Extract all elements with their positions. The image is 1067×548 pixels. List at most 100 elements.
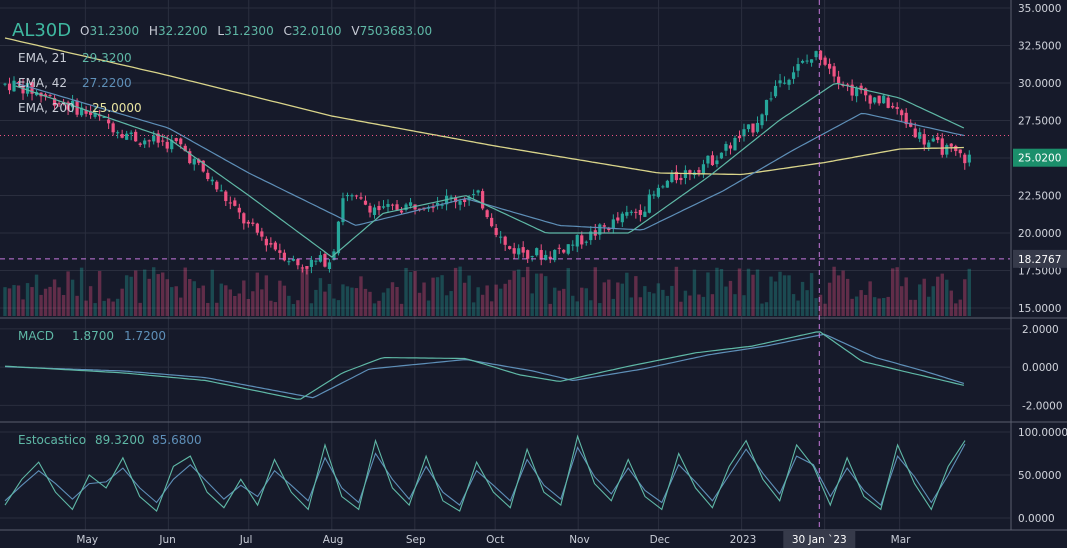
- candle-body: [674, 171, 678, 181]
- volume-bar: [949, 290, 953, 316]
- stoch-tick-label: 100.0000: [1018, 427, 1067, 439]
- volume-bar: [7, 288, 12, 316]
- candle-body: [359, 197, 363, 199]
- candle-body: [336, 221, 341, 254]
- price-tick-label: 20.0000: [1018, 228, 1061, 240]
- candle-body: [891, 106, 895, 108]
- volume-bar: [836, 275, 841, 316]
- candle-body: [188, 151, 192, 164]
- candle-body: [458, 200, 462, 205]
- candle-body: [224, 191, 228, 202]
- volume-bar: [66, 271, 70, 316]
- volume-bar: [174, 286, 178, 316]
- candle-body: [913, 128, 917, 138]
- candle-body: [566, 244, 570, 254]
- volume-bar: [845, 278, 850, 316]
- volume-bar: [886, 296, 890, 316]
- axes: 35.0000 32.5000 30.0000 27.5000 25.0000 22.50…: [0, 3, 1067, 548]
- month-label: May: [76, 534, 98, 546]
- candle-body: [656, 187, 660, 197]
- volume-bar: [408, 272, 413, 316]
- volume-bar: [724, 286, 728, 316]
- candle-body: [228, 202, 232, 204]
- stoch-k-line: [4, 434, 966, 513]
- volume-bar: [97, 270, 102, 316]
- candle-body: [575, 234, 579, 247]
- volume-bar: [503, 283, 507, 316]
- candle-body: [886, 97, 890, 108]
- volume-bar: [809, 273, 814, 316]
- volume-bar: [507, 279, 512, 316]
- candle-body: [233, 200, 237, 206]
- macd-tick-label: 2.0000: [1022, 324, 1059, 336]
- candle-body: [755, 122, 760, 132]
- volume-bar: [462, 282, 467, 316]
- crosshair: [0, 0, 1010, 530]
- candle-body: [152, 135, 156, 142]
- volume-bar: [264, 275, 269, 316]
- stochastic-pane[interactable]: [4, 434, 966, 513]
- candle-body: [598, 224, 602, 235]
- candle-body: [80, 107, 84, 116]
- price-tick-label: 27.5000: [1018, 116, 1061, 128]
- volume-bar: [661, 289, 665, 316]
- candle-body: [327, 262, 332, 269]
- volume-bars: [3, 266, 971, 316]
- volume-bar: [791, 294, 796, 316]
- candle-body: [629, 211, 633, 213]
- volume-bar: [390, 282, 395, 316]
- volume-bar: [881, 297, 886, 316]
- candle-body: [161, 140, 165, 142]
- candle-body: [940, 138, 944, 155]
- volume-bar: [580, 287, 584, 316]
- candle-body: [607, 227, 611, 231]
- candle-body: [454, 197, 458, 203]
- price-legend: AL30D O31.2300 H32.2200 L31.2300 C32.010…: [12, 20, 432, 115]
- candle-body: [778, 80, 782, 84]
- volume-bar: [260, 289, 264, 316]
- volume-bar: [170, 287, 174, 316]
- volume-bar: [296, 300, 300, 316]
- high-value: 32.2200: [158, 24, 208, 38]
- volume-bar: [197, 288, 201, 316]
- month-label: Oct: [486, 534, 504, 546]
- candle-body: [210, 179, 214, 182]
- macd-value: 1.8700: [72, 329, 114, 343]
- volume-bar: [800, 281, 805, 316]
- candle-body: [652, 194, 656, 196]
- candle-body: [823, 57, 827, 65]
- candle-body: [796, 64, 800, 71]
- volume-bar: [278, 280, 282, 316]
- volume-bar: [305, 266, 309, 316]
- volume-bar: [728, 280, 733, 316]
- volume-bar: [3, 287, 7, 316]
- candle-body: [503, 236, 507, 245]
- volume-bar: [341, 284, 345, 316]
- candle-body: [93, 112, 97, 117]
- candle-body: [701, 164, 706, 175]
- candle-body: [174, 138, 178, 142]
- macd-signal-value: 1.7200: [124, 329, 166, 343]
- candle-body: [372, 207, 377, 215]
- volume-bar: [737, 268, 742, 316]
- volume-bar: [706, 272, 710, 316]
- volume-bar: [147, 278, 151, 316]
- volume-bar: [688, 295, 692, 316]
- volume-bar: [512, 270, 516, 316]
- volume-bar: [57, 287, 61, 316]
- candle-body: [936, 137, 940, 140]
- candle-body: [954, 145, 958, 152]
- volume-bar: [814, 298, 818, 316]
- stoch-tick-label: 50.0000: [1018, 470, 1061, 482]
- volume-bar: [363, 288, 368, 316]
- candle-body: [246, 221, 250, 224]
- candle-body: [3, 83, 7, 85]
- macd-pane[interactable]: [4, 331, 965, 400]
- volume-bar: [625, 272, 629, 316]
- volume-bar: [426, 300, 431, 316]
- candle-body: [408, 202, 413, 206]
- volume-bar: [70, 279, 75, 316]
- candle-body: [120, 134, 124, 138]
- candle-body: [800, 60, 805, 63]
